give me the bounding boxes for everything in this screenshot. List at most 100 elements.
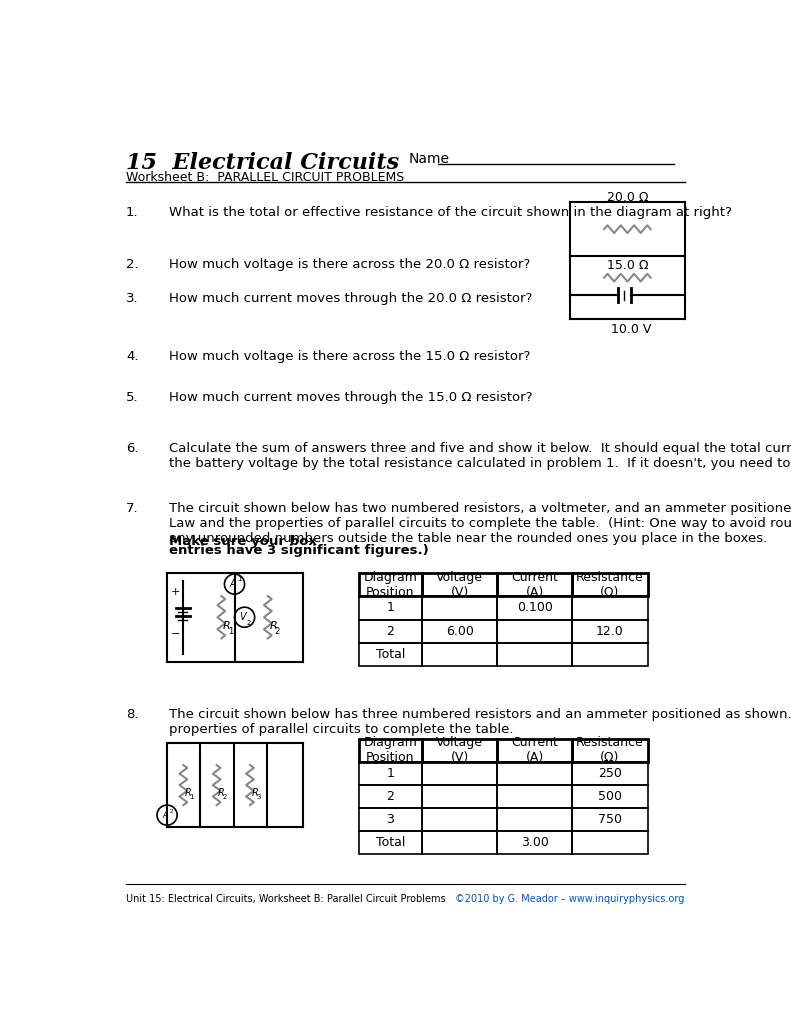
Text: 250: 250 bbox=[598, 767, 622, 780]
Text: Total: Total bbox=[376, 648, 405, 660]
Text: Voltage
(V): Voltage (V) bbox=[436, 736, 483, 765]
Text: 4.: 4. bbox=[126, 350, 138, 364]
Text: R: R bbox=[218, 787, 225, 798]
Bar bbox=[358, 785, 422, 808]
Text: V: V bbox=[240, 612, 246, 623]
Bar bbox=[498, 831, 573, 854]
Text: The circuit shown below has two numbered resistors, a voltmeter, and an ammeter : The circuit shown below has two numbered… bbox=[168, 503, 791, 546]
Text: 750: 750 bbox=[598, 813, 622, 826]
Text: Make sure your box: Make sure your box bbox=[168, 535, 316, 548]
Bar bbox=[358, 573, 422, 596]
Text: Total: Total bbox=[376, 837, 405, 849]
Text: What is the total or effective resistance of the circuit shown in the diagram at: What is the total or effective resistanc… bbox=[168, 206, 732, 219]
Text: 1: 1 bbox=[229, 627, 233, 636]
Text: 2: 2 bbox=[246, 620, 251, 626]
Text: How much current moves through the 15.0 Ω resistor?: How much current moves through the 15.0 … bbox=[168, 391, 532, 403]
Bar bbox=[573, 620, 648, 643]
Text: 1: 1 bbox=[386, 767, 394, 780]
Bar bbox=[422, 620, 498, 643]
Bar bbox=[573, 808, 648, 831]
Text: 6.00: 6.00 bbox=[445, 625, 474, 638]
Text: 2: 2 bbox=[274, 627, 280, 636]
Text: 2: 2 bbox=[223, 795, 227, 801]
Bar bbox=[422, 762, 498, 785]
Text: 8.: 8. bbox=[126, 708, 138, 721]
Text: Resistance
(Ω): Resistance (Ω) bbox=[576, 571, 644, 599]
Text: Voltage
(V): Voltage (V) bbox=[436, 571, 483, 599]
Text: 5.: 5. bbox=[126, 391, 138, 403]
Bar bbox=[358, 808, 422, 831]
Bar bbox=[422, 573, 498, 596]
Bar bbox=[422, 596, 498, 620]
Bar bbox=[358, 739, 422, 762]
Circle shape bbox=[234, 607, 255, 628]
Bar bbox=[573, 785, 648, 808]
Bar bbox=[498, 643, 573, 666]
Bar bbox=[498, 596, 573, 620]
Text: 3: 3 bbox=[386, 813, 394, 826]
Bar bbox=[498, 573, 573, 596]
Circle shape bbox=[157, 805, 177, 825]
Bar bbox=[358, 762, 422, 785]
Text: 1: 1 bbox=[190, 795, 194, 801]
Text: R: R bbox=[270, 622, 277, 632]
Text: 2: 2 bbox=[386, 625, 394, 638]
Text: 6.: 6. bbox=[126, 442, 138, 456]
Bar bbox=[498, 808, 573, 831]
Text: 2: 2 bbox=[169, 809, 172, 814]
Text: 20.0 Ω: 20.0 Ω bbox=[607, 191, 648, 205]
Text: 3.: 3. bbox=[126, 292, 138, 305]
Text: Diagram
Position: Diagram Position bbox=[363, 571, 417, 599]
Bar bbox=[498, 620, 573, 643]
Text: Current
(A): Current (A) bbox=[511, 571, 558, 599]
Bar bbox=[498, 739, 573, 762]
Text: R: R bbox=[185, 787, 191, 798]
Text: Current
(A): Current (A) bbox=[511, 736, 558, 765]
Text: R: R bbox=[252, 787, 259, 798]
Bar bbox=[573, 573, 648, 596]
Bar bbox=[573, 831, 648, 854]
Bar bbox=[573, 596, 648, 620]
Bar bbox=[358, 596, 422, 620]
Text: 10.0 V: 10.0 V bbox=[611, 324, 652, 336]
Text: 15  Electrical Circuits: 15 Electrical Circuits bbox=[126, 153, 399, 174]
Text: ©2010 by G. Meador – www.inquiryphysics.org: ©2010 by G. Meador – www.inquiryphysics.… bbox=[456, 894, 685, 904]
Text: 3.00: 3.00 bbox=[521, 837, 549, 849]
Bar bbox=[498, 762, 573, 785]
Text: How much current moves through the 20.0 Ω resistor?: How much current moves through the 20.0 … bbox=[168, 292, 532, 305]
Text: Diagram
Position: Diagram Position bbox=[363, 736, 417, 765]
Text: 2: 2 bbox=[386, 791, 394, 803]
Text: 3: 3 bbox=[256, 795, 261, 801]
Bar bbox=[573, 739, 648, 762]
Text: A: A bbox=[229, 580, 237, 589]
Text: How much voltage is there across the 20.0 Ω resistor?: How much voltage is there across the 20.… bbox=[168, 258, 530, 270]
Text: How much voltage is there across the 15.0 Ω resistor?: How much voltage is there across the 15.… bbox=[168, 350, 530, 364]
Circle shape bbox=[225, 574, 244, 594]
Bar bbox=[573, 643, 648, 666]
Text: Resistance
(Ω): Resistance (Ω) bbox=[576, 736, 644, 765]
Text: 1.: 1. bbox=[126, 206, 138, 219]
Bar bbox=[573, 762, 648, 785]
Bar bbox=[358, 831, 422, 854]
Text: Worksheet B:  PARALLEL CIRCUIT PROBLEMS: Worksheet B: PARALLEL CIRCUIT PROBLEMS bbox=[126, 171, 404, 184]
Text: Unit 15: Electrical Circuits, Worksheet B: Parallel Circuit Problems: Unit 15: Electrical Circuits, Worksheet … bbox=[126, 894, 445, 904]
Text: −: − bbox=[171, 629, 180, 639]
Text: 500: 500 bbox=[598, 791, 622, 803]
Text: 1: 1 bbox=[237, 577, 241, 583]
Text: +: + bbox=[171, 587, 180, 597]
Text: 0.100: 0.100 bbox=[517, 601, 553, 614]
Bar bbox=[422, 739, 498, 762]
Bar bbox=[358, 620, 422, 643]
Text: 12.0: 12.0 bbox=[596, 625, 624, 638]
Bar bbox=[422, 808, 498, 831]
Bar bbox=[498, 785, 573, 808]
Text: The circuit shown below has three numbered resistors and an ammeter positioned a: The circuit shown below has three number… bbox=[168, 708, 791, 736]
Text: A: A bbox=[163, 811, 168, 819]
Text: 15.0 Ω: 15.0 Ω bbox=[607, 259, 648, 272]
Text: 7.: 7. bbox=[126, 503, 138, 515]
Text: R: R bbox=[223, 622, 231, 632]
Text: Calculate the sum of answers three and five and show it below.  It should equal : Calculate the sum of answers three and f… bbox=[168, 442, 791, 470]
Text: 1: 1 bbox=[386, 601, 394, 614]
Bar bbox=[422, 831, 498, 854]
Bar bbox=[422, 643, 498, 666]
